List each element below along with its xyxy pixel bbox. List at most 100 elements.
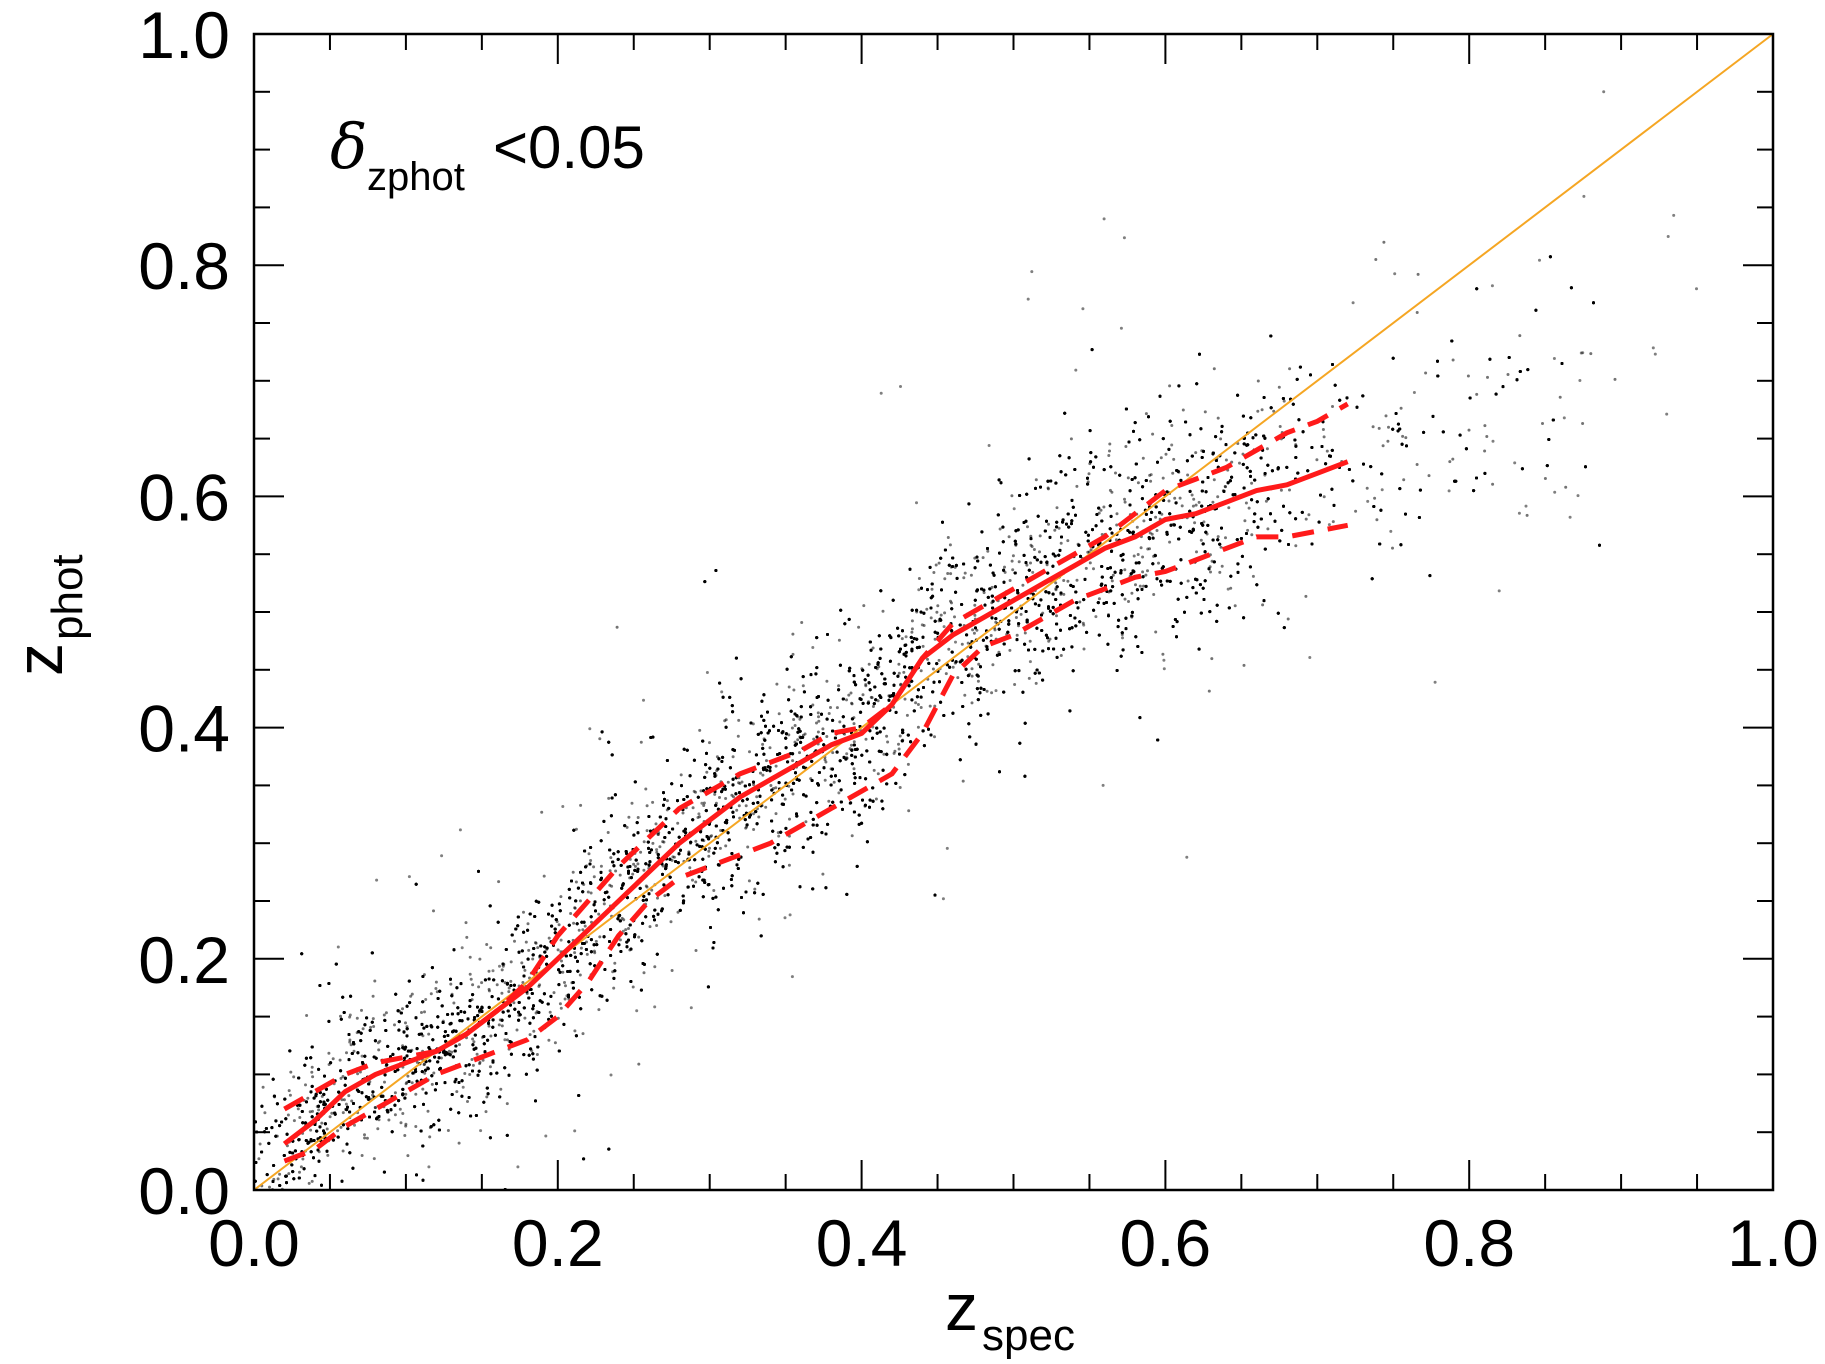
scatter-point: [547, 1038, 551, 1042]
scatter-point: [489, 946, 493, 950]
scatter-point: [1008, 579, 1012, 582]
scatter-point: [943, 611, 947, 615]
scatter-point: [744, 804, 748, 808]
scatter-point: [352, 1049, 356, 1053]
scatter-point: [447, 1049, 451, 1053]
scatter-point: [559, 895, 563, 899]
scatter-point: [414, 1125, 418, 1128]
scatter-point: [532, 1029, 536, 1033]
scatter-point: [752, 828, 756, 831]
scatter-point: [876, 772, 880, 776]
scatter-point: [644, 787, 648, 791]
scatter-point: [998, 527, 1002, 531]
scatter-point: [823, 758, 827, 762]
scatter-point: [512, 1001, 516, 1005]
scatter-point: [446, 1129, 450, 1132]
scatter-point: [1148, 531, 1152, 535]
scatter-point: [328, 1115, 332, 1119]
scatter-point: [798, 717, 802, 721]
scatter-point: [1294, 544, 1298, 548]
scatter-point: [949, 599, 952, 603]
scatter-point: [776, 831, 780, 835]
scatter-point: [1401, 434, 1405, 438]
scatter-point: [787, 733, 791, 737]
scatter-point: [340, 1098, 344, 1102]
scatter-point: [645, 804, 649, 808]
scatter-point: [730, 793, 734, 797]
scatter-point: [581, 1032, 585, 1036]
scatter-point: [1146, 547, 1150, 551]
scatter-point: [1322, 495, 1326, 499]
scatter-point: [1197, 500, 1201, 504]
scatter-point: [581, 928, 585, 932]
scatter-point: [1261, 603, 1265, 607]
scatter-point: [1227, 506, 1231, 510]
scatter-point: [574, 880, 578, 884]
scatter-point: [817, 715, 820, 719]
scatter-point: [774, 764, 778, 768]
scatter-point: [1025, 563, 1029, 567]
scatter-point: [1212, 367, 1216, 371]
scatter-point: [339, 1076, 343, 1080]
scatter-point: [1216, 416, 1220, 420]
scatter-point: [320, 1121, 324, 1125]
scatter-point: [655, 850, 659, 854]
scatter-point: [738, 782, 742, 785]
scatter-point: [1047, 522, 1050, 526]
scatter-point: [761, 742, 765, 746]
scatter-point: [564, 984, 567, 988]
scatter-point: [537, 984, 541, 988]
scatter-point: [1062, 579, 1066, 582]
scatter-point: [679, 773, 683, 777]
scatter-point: [1219, 437, 1223, 441]
scatter-point: [488, 1065, 492, 1069]
scatter-point: [876, 699, 880, 703]
scatter-point: [1304, 517, 1308, 521]
scatter-point: [655, 924, 659, 927]
scatter-point: [910, 619, 914, 623]
scatter-point: [589, 859, 593, 862]
scatter-point: [557, 923, 561, 927]
scatter-point: [708, 741, 711, 745]
scatter-point: [737, 804, 741, 808]
scatter-point: [817, 719, 821, 723]
scatter-point: [1053, 528, 1057, 532]
scatter-point: [1141, 456, 1145, 460]
scatter-point: [985, 689, 989, 693]
scatter-point: [881, 609, 885, 613]
scatter-point: [1251, 574, 1255, 578]
scatter-point: [404, 1092, 408, 1096]
scatter-point: [1307, 513, 1311, 517]
scatter-point: [861, 693, 865, 697]
scatter-point: [1250, 533, 1254, 537]
scatter-point: [774, 812, 778, 816]
scatter-point: [1075, 484, 1079, 488]
scatter-point: [1382, 240, 1386, 244]
scatter-point: [986, 549, 990, 553]
scatter-point: [435, 990, 439, 994]
scatter-point: [414, 1092, 418, 1096]
scatter-point: [341, 1075, 345, 1078]
scatter-point: [587, 852, 591, 856]
scatter-point: [637, 935, 641, 939]
scatter-point: [787, 863, 791, 867]
scatter-point: [943, 577, 947, 581]
scatter-point: [658, 845, 662, 849]
scatter-point: [523, 1016, 527, 1020]
scatter-point: [1543, 477, 1547, 480]
scatter-point: [592, 865, 596, 869]
scatter-point: [513, 939, 516, 943]
scatter-point: [994, 620, 998, 624]
scatter-point: [374, 1106, 377, 1110]
scatter-point: [1023, 631, 1027, 635]
scatter-point: [907, 809, 911, 813]
scatter-point: [536, 946, 540, 950]
scatter-point: [1062, 592, 1066, 596]
scatter-point: [1525, 513, 1529, 517]
scatter-point: [1069, 437, 1073, 441]
scatter-point: [705, 770, 709, 774]
scatter-point: [932, 571, 936, 574]
scatter-point: [292, 1075, 296, 1079]
scatter-point: [627, 927, 630, 930]
scatter-point: [434, 980, 438, 984]
